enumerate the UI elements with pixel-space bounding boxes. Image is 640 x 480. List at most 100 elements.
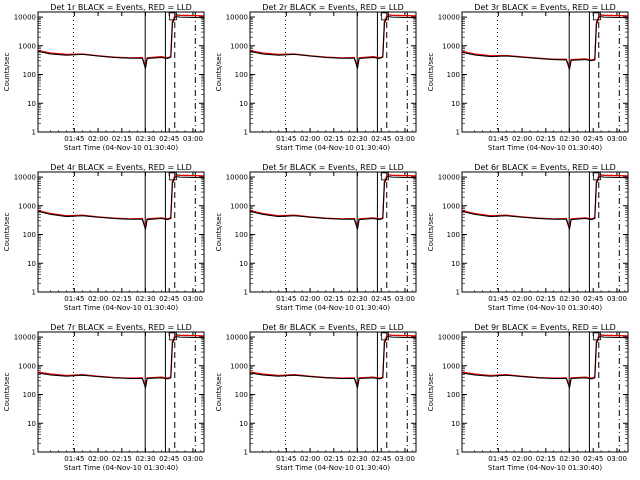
lld-rate-line xyxy=(37,334,205,389)
plot-frame xyxy=(461,11,629,133)
lld-rate-line xyxy=(461,334,629,389)
panel-3: Det 3r BLACK = Events, RED = LLD 1 10 100 10… xyxy=(427,3,629,152)
y-tick-label: 10000 xyxy=(438,334,460,342)
plot-frame xyxy=(461,171,629,293)
y-tick-label: 100 xyxy=(447,391,460,399)
lld-rate-line xyxy=(37,14,205,68)
plot-frame xyxy=(249,11,417,133)
events-rate-line xyxy=(461,175,629,230)
y-tick-label: 1 xyxy=(32,289,36,297)
y-tick-label: 10 xyxy=(451,420,460,428)
x-tick-label: 02:30 xyxy=(347,135,367,143)
x-tick-label: 02:30 xyxy=(559,295,579,303)
x-tick-label: 02:30 xyxy=(559,455,579,463)
x-tick-label: 03:00 xyxy=(607,135,627,143)
x-tick-label: 02:00 xyxy=(512,135,532,143)
y-tick-label: 10000 xyxy=(226,174,248,182)
events-rate-line xyxy=(37,175,205,230)
x-tick-label: 02:45 xyxy=(159,455,179,463)
y-tick-label: 1000 xyxy=(230,42,248,50)
x-tick-label: 02:00 xyxy=(300,455,320,463)
y-tick-label: 10 xyxy=(239,420,248,428)
y-axis-title: Counts/sec xyxy=(3,373,11,412)
y-tick-label: 10 xyxy=(27,100,36,108)
x-tick-label: 01:45 xyxy=(64,295,84,303)
panel-6: Det 6r BLACK = Events, RED = LLD 1 10 100 10… xyxy=(427,163,629,312)
x-tick-label: 02:00 xyxy=(88,135,108,143)
events-rate-line xyxy=(249,15,417,69)
x-tick-label: 02:00 xyxy=(300,135,320,143)
plot-frame xyxy=(249,171,417,293)
y-tick-label: 10000 xyxy=(438,174,460,182)
panel-title: Det 4r BLACK = Events, RED = LLD xyxy=(50,163,192,172)
plot-frame xyxy=(461,331,629,453)
y-tick-label: 10000 xyxy=(438,14,460,22)
saturation-marker xyxy=(380,12,389,21)
events-rate-line xyxy=(37,15,205,69)
plot-frame xyxy=(37,11,205,133)
x-tick-label: 02:00 xyxy=(300,295,320,303)
x-tick-label: 03:00 xyxy=(395,455,415,463)
saturation-marker xyxy=(592,172,601,181)
x-tick-label: 03:00 xyxy=(395,135,415,143)
x-tick-label: 02:45 xyxy=(583,295,603,303)
x-tick-label: 01:45 xyxy=(276,295,296,303)
panel-title: Det 6r BLACK = Events, RED = LLD xyxy=(474,163,616,172)
x-tick-label: 02:15 xyxy=(536,455,556,463)
plot-frame xyxy=(37,171,205,293)
x-tick-label: 01:45 xyxy=(64,455,84,463)
panel-title: Det 3r BLACK = Events, RED = LLD xyxy=(474,3,616,12)
x-tick-label: 02:15 xyxy=(112,295,132,303)
y-tick-label: 1 xyxy=(244,129,248,137)
y-tick-label: 10 xyxy=(239,260,248,268)
y-axis-title: Counts/sec xyxy=(215,53,223,92)
plot-frame xyxy=(249,331,417,453)
x-tick-label: 03:00 xyxy=(183,455,203,463)
x-tick-label: 02:45 xyxy=(371,135,391,143)
x-tick-label: 02:00 xyxy=(512,455,532,463)
lld-rate-line xyxy=(37,174,205,229)
y-tick-label: 1000 xyxy=(230,202,248,210)
y-axis-title: Counts/sec xyxy=(427,53,435,92)
x-tick-label: 02:45 xyxy=(583,455,603,463)
y-tick-label: 1000 xyxy=(18,202,36,210)
x-tick-label: 02:15 xyxy=(324,295,344,303)
y-tick-label: 1 xyxy=(244,289,248,297)
y-axis-title: Counts/sec xyxy=(215,213,223,252)
events-rate-line xyxy=(461,15,629,70)
events-rate-line xyxy=(249,335,417,389)
panel-4: Det 4r BLACK = Events, RED = LLD 1 10 100 10… xyxy=(3,163,205,312)
saturation-marker xyxy=(168,172,177,181)
x-tick-label: 01:45 xyxy=(488,135,508,143)
y-tick-label: 100 xyxy=(23,231,36,239)
x-axis-title: Start Time (04-Nov-10 01:30:40) xyxy=(488,144,602,152)
x-tick-label: 03:00 xyxy=(607,455,627,463)
x-axis-title: Start Time (04-Nov-10 01:30:40) xyxy=(276,144,390,152)
plot-frame xyxy=(37,331,205,453)
x-tick-label: 02:30 xyxy=(135,295,155,303)
panel-5: Det 5r BLACK = Events, RED = LLD 1 10 100 10… xyxy=(215,163,417,312)
y-tick-label: 10000 xyxy=(14,174,36,182)
saturation-marker xyxy=(380,172,389,181)
events-rate-line xyxy=(461,335,629,389)
panel-title: Det 2r BLACK = Events, RED = LLD xyxy=(262,3,404,12)
x-tick-label: 01:45 xyxy=(276,455,296,463)
y-tick-label: 1000 xyxy=(442,202,460,210)
panel-7: Det 7r BLACK = Events, RED = LLD 1 10 100 10… xyxy=(3,323,205,472)
y-tick-label: 1 xyxy=(32,449,36,457)
y-tick-label: 100 xyxy=(447,71,460,79)
x-tick-label: 02:30 xyxy=(135,455,155,463)
saturation-marker xyxy=(592,332,601,341)
lld-rate-line xyxy=(249,174,417,229)
x-tick-label: 02:00 xyxy=(88,455,108,463)
x-tick-label: 02:45 xyxy=(159,295,179,303)
x-tick-label: 02:00 xyxy=(512,295,532,303)
y-tick-label: 10 xyxy=(27,420,36,428)
x-axis-title: Start Time (04-Nov-10 01:30:40) xyxy=(488,304,602,312)
x-tick-label: 02:15 xyxy=(324,455,344,463)
y-tick-label: 100 xyxy=(235,231,248,239)
panel-title: Det 7r BLACK = Events, RED = LLD xyxy=(50,323,192,332)
x-tick-label: 02:15 xyxy=(112,455,132,463)
x-axis-title: Start Time (04-Nov-10 01:30:40) xyxy=(276,304,390,312)
